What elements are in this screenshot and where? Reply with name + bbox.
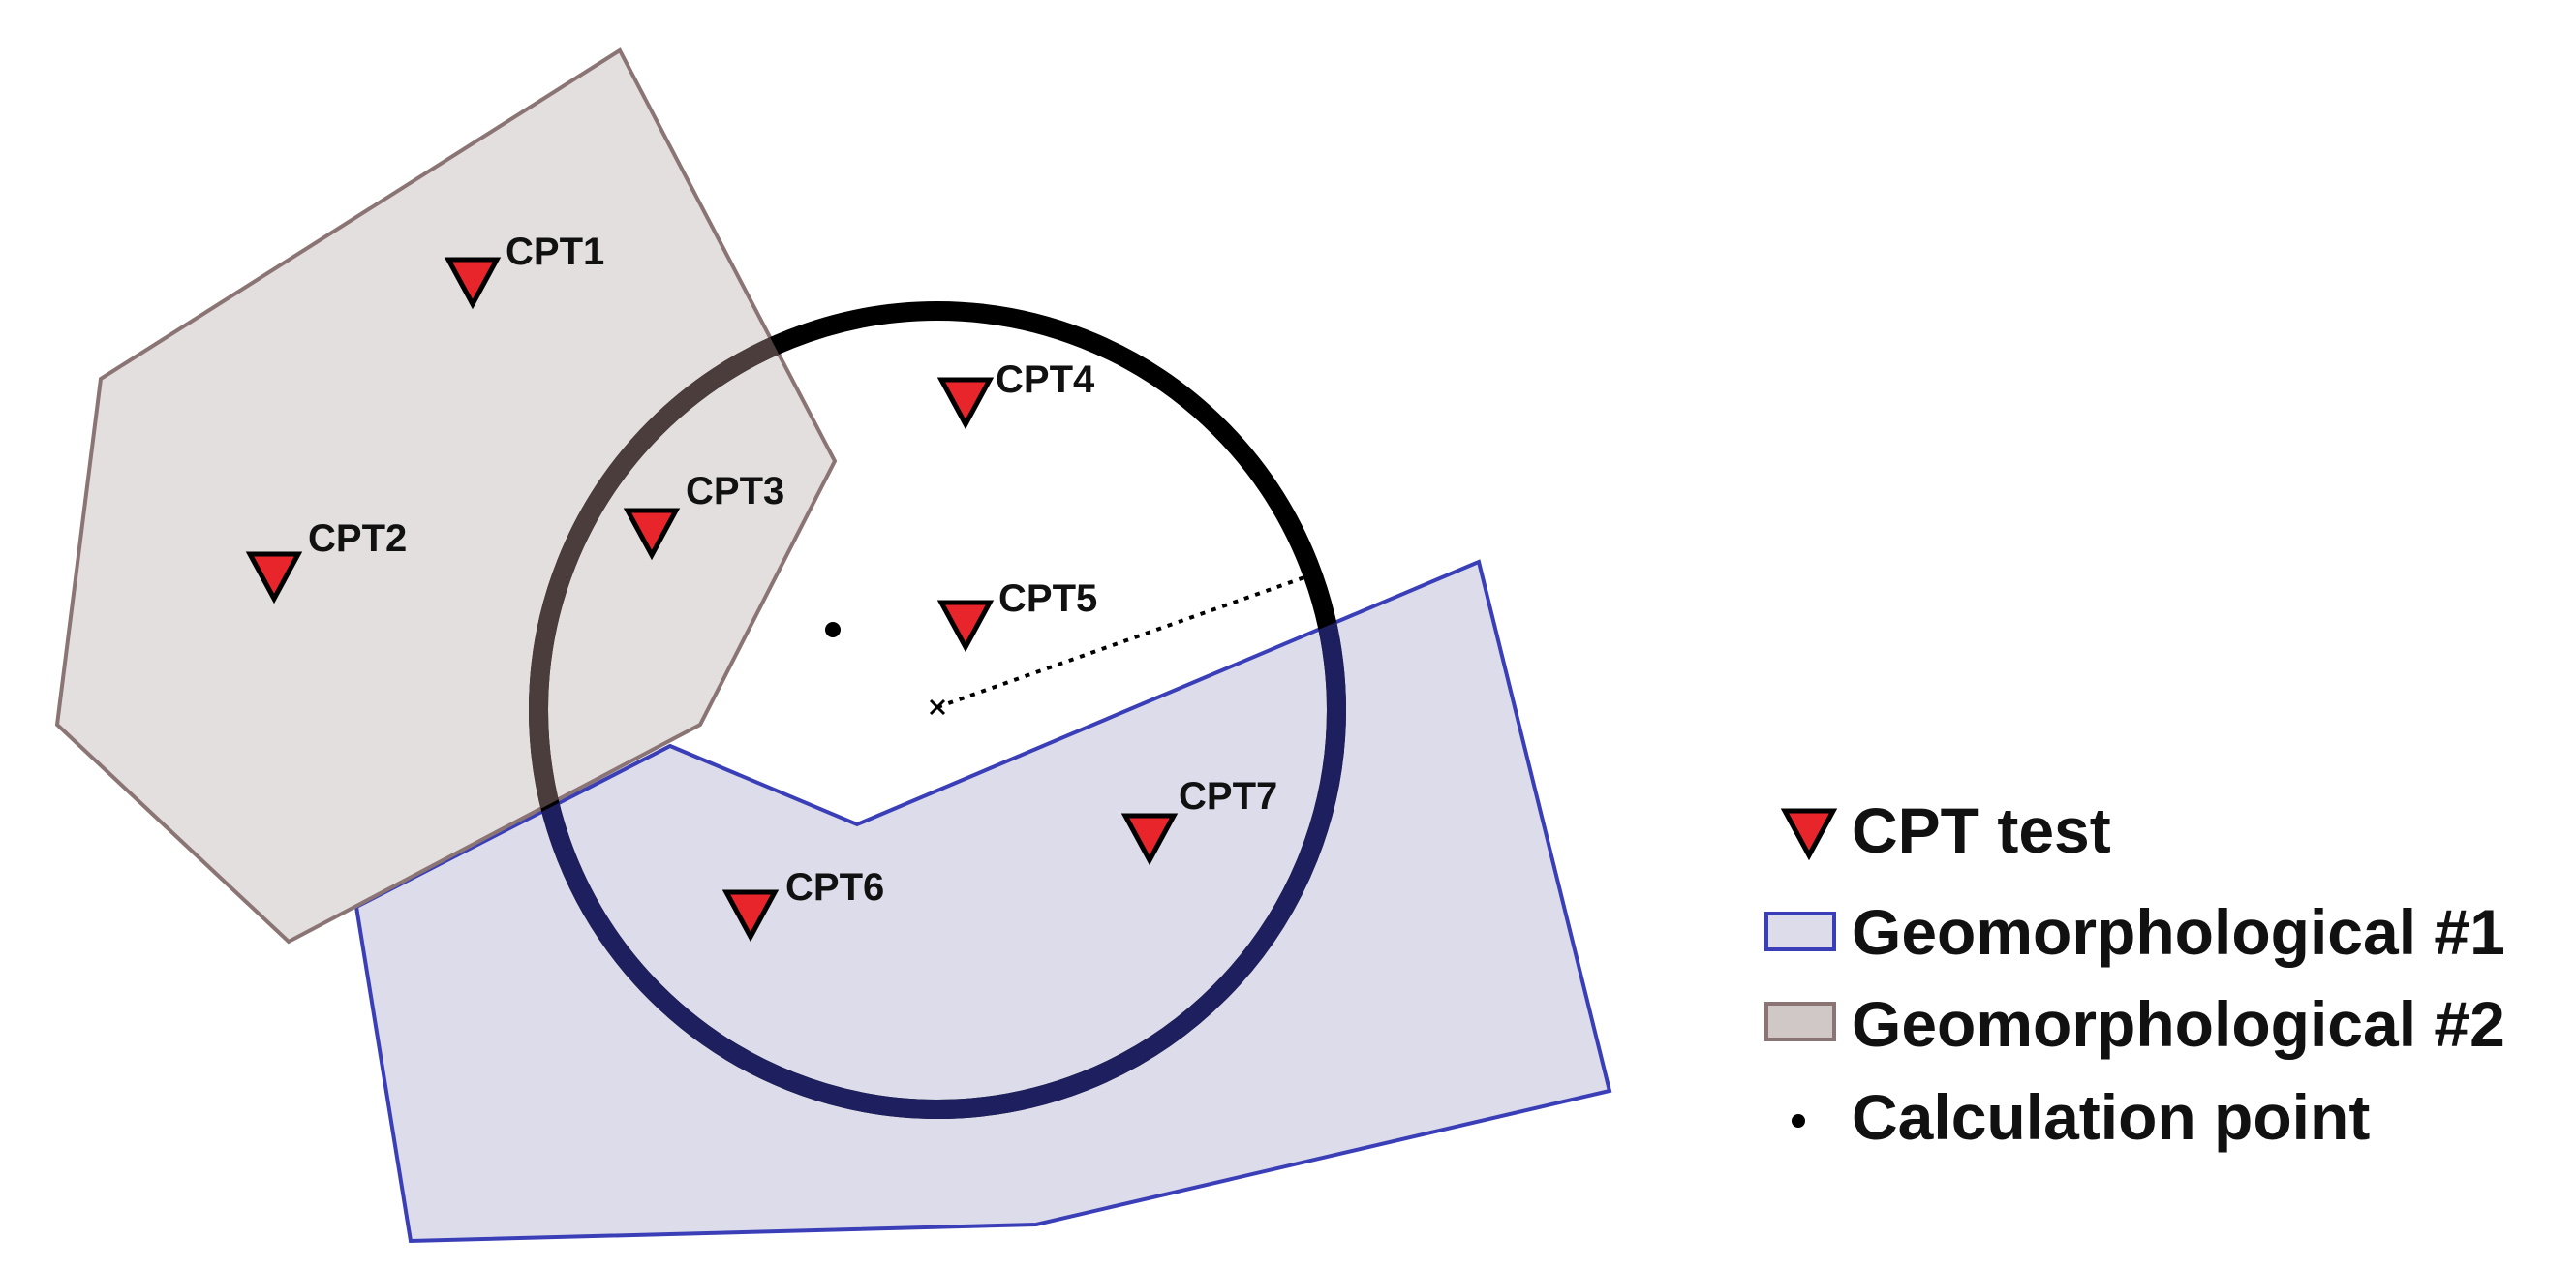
radius-line [936,574,1308,709]
cpt-triangle-icon [1120,813,1179,866]
calculation-point-icon [825,622,841,637]
cpt-marker: CPT4 [936,358,1095,430]
legend-label-cpt: CPT test [1852,794,2111,866]
cpt-triangle-icon [623,508,681,561]
cpt-label: CPT1 [506,231,604,273]
cpt-triangle-icon [245,551,303,604]
cpt-marker: CPT6 [721,866,884,943]
geo1-swatch-icon [1764,912,1836,951]
cpt-marker: CPT5 [936,577,1097,653]
cpt-label: CPT6 [785,866,884,909]
legend-item-geo2: Geomorphological #2 [1764,988,2505,1060]
legend-item-cpt: CPT test [1780,794,2111,866]
cpt-label: CPT4 [996,358,1095,401]
legend-item-geo1: Geomorphological #1 [1764,896,2505,968]
influence-circle [529,301,1346,1119]
cpt-triangle-icon [444,257,502,310]
legend-label-geo2: Geomorphological #2 [1852,988,2505,1060]
legend-label-geo1: Geomorphological #1 [1852,896,2505,968]
cpt-triangle-icon [1780,808,1838,861]
cpt-marker: CPT1 [444,231,604,310]
cpt-label: CPT3 [686,470,784,512]
geo2-swatch-icon [1764,1002,1836,1041]
cpt-triangle-icon [936,600,995,653]
legend-label-calc: Calculation point [1852,1081,2370,1153]
cpt-marker: CPT3 [623,470,784,561]
center-x-icon [929,698,946,716]
cpt-label: CPT5 [998,577,1097,620]
cpt-triangle-icon [936,377,995,430]
cpt-marker: CPT7 [1120,775,1277,866]
legend: CPT test Geomorphological #1 Geomorpholo… [1764,794,2505,1153]
cpt-triangle-icon [721,889,780,943]
geomorphological-1-area [353,559,1612,1244]
cpt-marker: CPT2 [245,517,407,604]
geomorphological-2-area [54,47,838,945]
cpt-label: CPT2 [308,517,407,560]
calculation-point-icon [1792,1114,1805,1128]
legend-item-calc: Calculation point [1792,1081,2370,1153]
cpt-label: CPT7 [1179,775,1277,818]
